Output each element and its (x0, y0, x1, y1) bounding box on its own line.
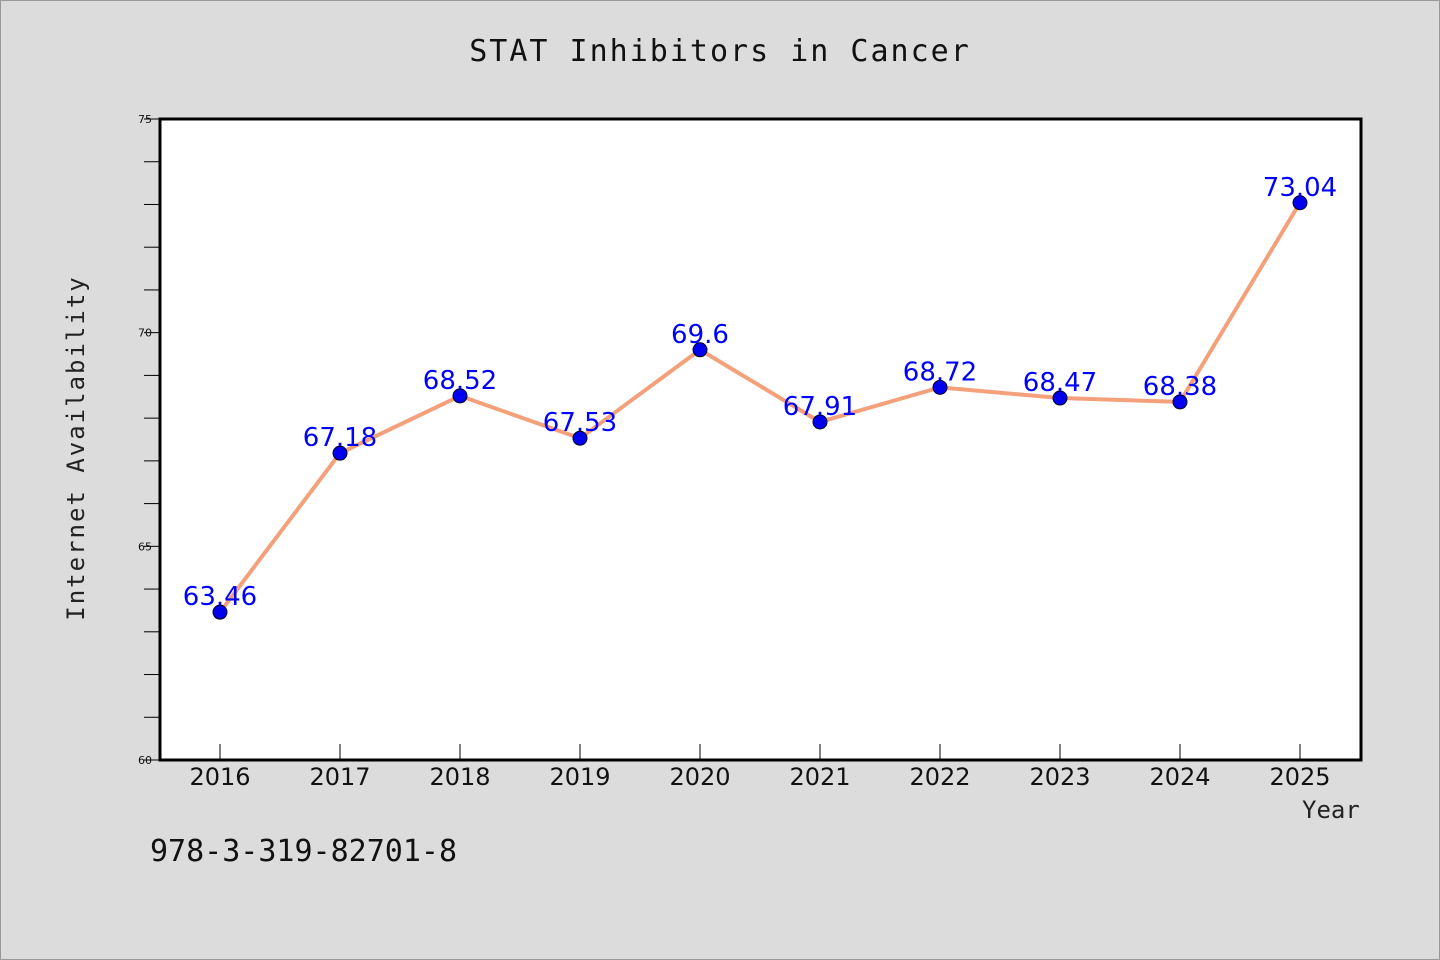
data-label: 69.6 (671, 320, 729, 350)
plot-frame (158, 117, 1363, 762)
x-tick-label: 2016 (189, 763, 250, 791)
x-tick-label: 2021 (789, 763, 850, 791)
data-point (1292, 195, 1308, 211)
chart-title: STAT Inhibitors in Cancer (469, 34, 971, 69)
x-tick-label: 2022 (909, 763, 970, 791)
data-point (332, 445, 348, 461)
data-label: 73.04 (1263, 173, 1337, 203)
plot-area (158, 117, 1363, 762)
x-tick-label: 2019 (549, 763, 610, 791)
data-label: 68.47 (1023, 368, 1097, 398)
x-axis: 2016 2017 2018 2019 2020 2021 2022 2023 2024 2025 (189, 744, 1331, 791)
series-layer (212, 195, 1308, 620)
data-point (1172, 394, 1188, 410)
data-point (452, 388, 468, 404)
data-label: 68.72 (903, 357, 977, 387)
data-label: 63.46 (183, 582, 257, 612)
data-label: 68.38 (1143, 372, 1217, 402)
data-label: 67.53 (543, 408, 617, 438)
x-tick-label: 2020 (669, 763, 730, 791)
y-axis: 60 65 70 75 (138, 113, 160, 767)
x-tick-label: 2024 (1149, 763, 1210, 791)
data-point (212, 604, 228, 620)
isbn-label: 978-3-319-82701-8 (150, 834, 458, 869)
data-label: 67.91 (783, 392, 857, 422)
x-axis-label: Year (1302, 796, 1360, 824)
data-label: 67.18 (303, 423, 377, 453)
data-labels: 63.46 67.18 68.52 67.53 69.6 67.91 68.72 68.47 6… (183, 173, 1337, 612)
y-tick-label: 60 (138, 754, 152, 767)
data-point (812, 414, 828, 430)
series-line (218, 200, 1302, 615)
data-point (932, 379, 948, 395)
data-label: 68.52 (423, 366, 497, 396)
x-tick-label: 2023 (1029, 763, 1090, 791)
data-point (1052, 390, 1068, 406)
y-tick-label: 65 (138, 540, 152, 553)
x-tick-label: 2025 (1269, 763, 1330, 791)
data-point (572, 430, 588, 446)
y-tick-label: 75 (138, 113, 152, 126)
x-tick-label: 2017 (309, 763, 370, 791)
data-point (692, 342, 708, 358)
x-tick-label: 2018 (429, 763, 490, 791)
y-tick-label: 70 (138, 327, 152, 340)
